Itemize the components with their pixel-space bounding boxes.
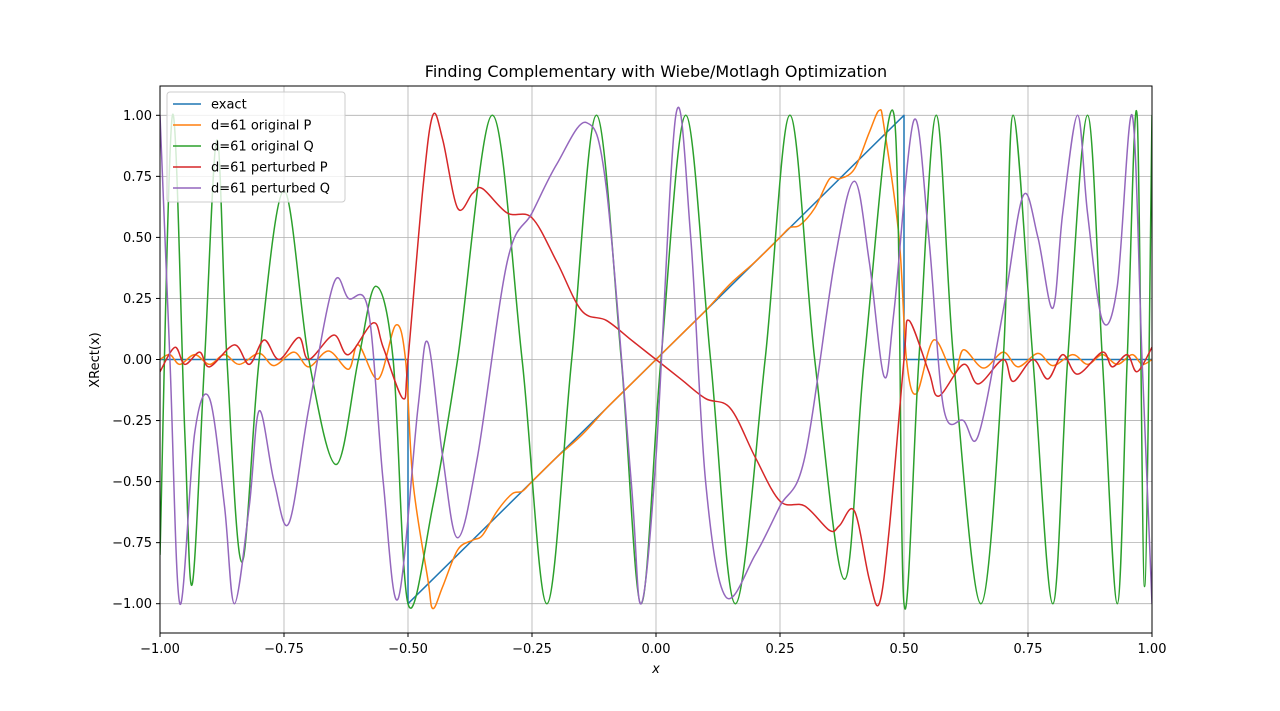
legend-entry-label: exact [211,98,247,113]
x-tick-label: −0.50 [388,642,428,657]
y-tick-label: −0.50 [112,475,152,490]
legend-box [166,91,346,203]
y-tick-label: 0.00 [123,353,152,368]
y-tick-label: −0.25 [112,414,152,429]
series-line-3 [160,112,1152,607]
y-tick-label: −1.00 [112,597,152,612]
series-line-4 [160,106,1152,605]
x-tick-label: 0.00 [642,642,671,657]
series-line-2 [160,109,1152,610]
series-layer [160,106,1152,610]
y-axis-label: XRect(x) [88,332,103,387]
x-tick-label: 0.50 [890,642,919,657]
x-tick-label: 0.75 [1014,642,1043,657]
x-axis-ticks: −1.00 −0.75 −0.50 −0.25 0.00 0.25 0.50 0.75 1.00 [140,633,1166,657]
legend: exact d=61 original P d=61 original Q d=61 … [166,91,346,203]
legend-entry-label: d=61 original Q [211,140,314,155]
x-tick-label: 0.25 [766,642,795,657]
legend-entry-label: d=61 original P [211,119,312,134]
legend-entry-label: d=61 perturbed P [211,161,328,176]
y-axis-ticks: −1.00 −0.75 −0.50 −0.25 0.00 0.25 0.50 0.75 1.00 [112,109,160,612]
legend-entry-label: d=61 perturbed Q [211,182,330,197]
y-tick-label: 0.50 [123,231,152,246]
y-tick-label: 0.75 [123,170,152,185]
x-tick-label: −0.75 [264,642,304,657]
x-tick-label: −1.00 [140,642,180,657]
x-tick-label: 1.00 [1138,642,1167,657]
chart-title: Finding Complementary with Wiebe/Motlagh… [425,62,887,81]
y-tick-label: −0.75 [112,536,152,551]
y-tick-label: 1.00 [123,109,152,124]
y-tick-label: 0.25 [123,292,152,307]
x-tick-label: −0.25 [512,642,552,657]
x-axis-label: x [651,662,660,677]
